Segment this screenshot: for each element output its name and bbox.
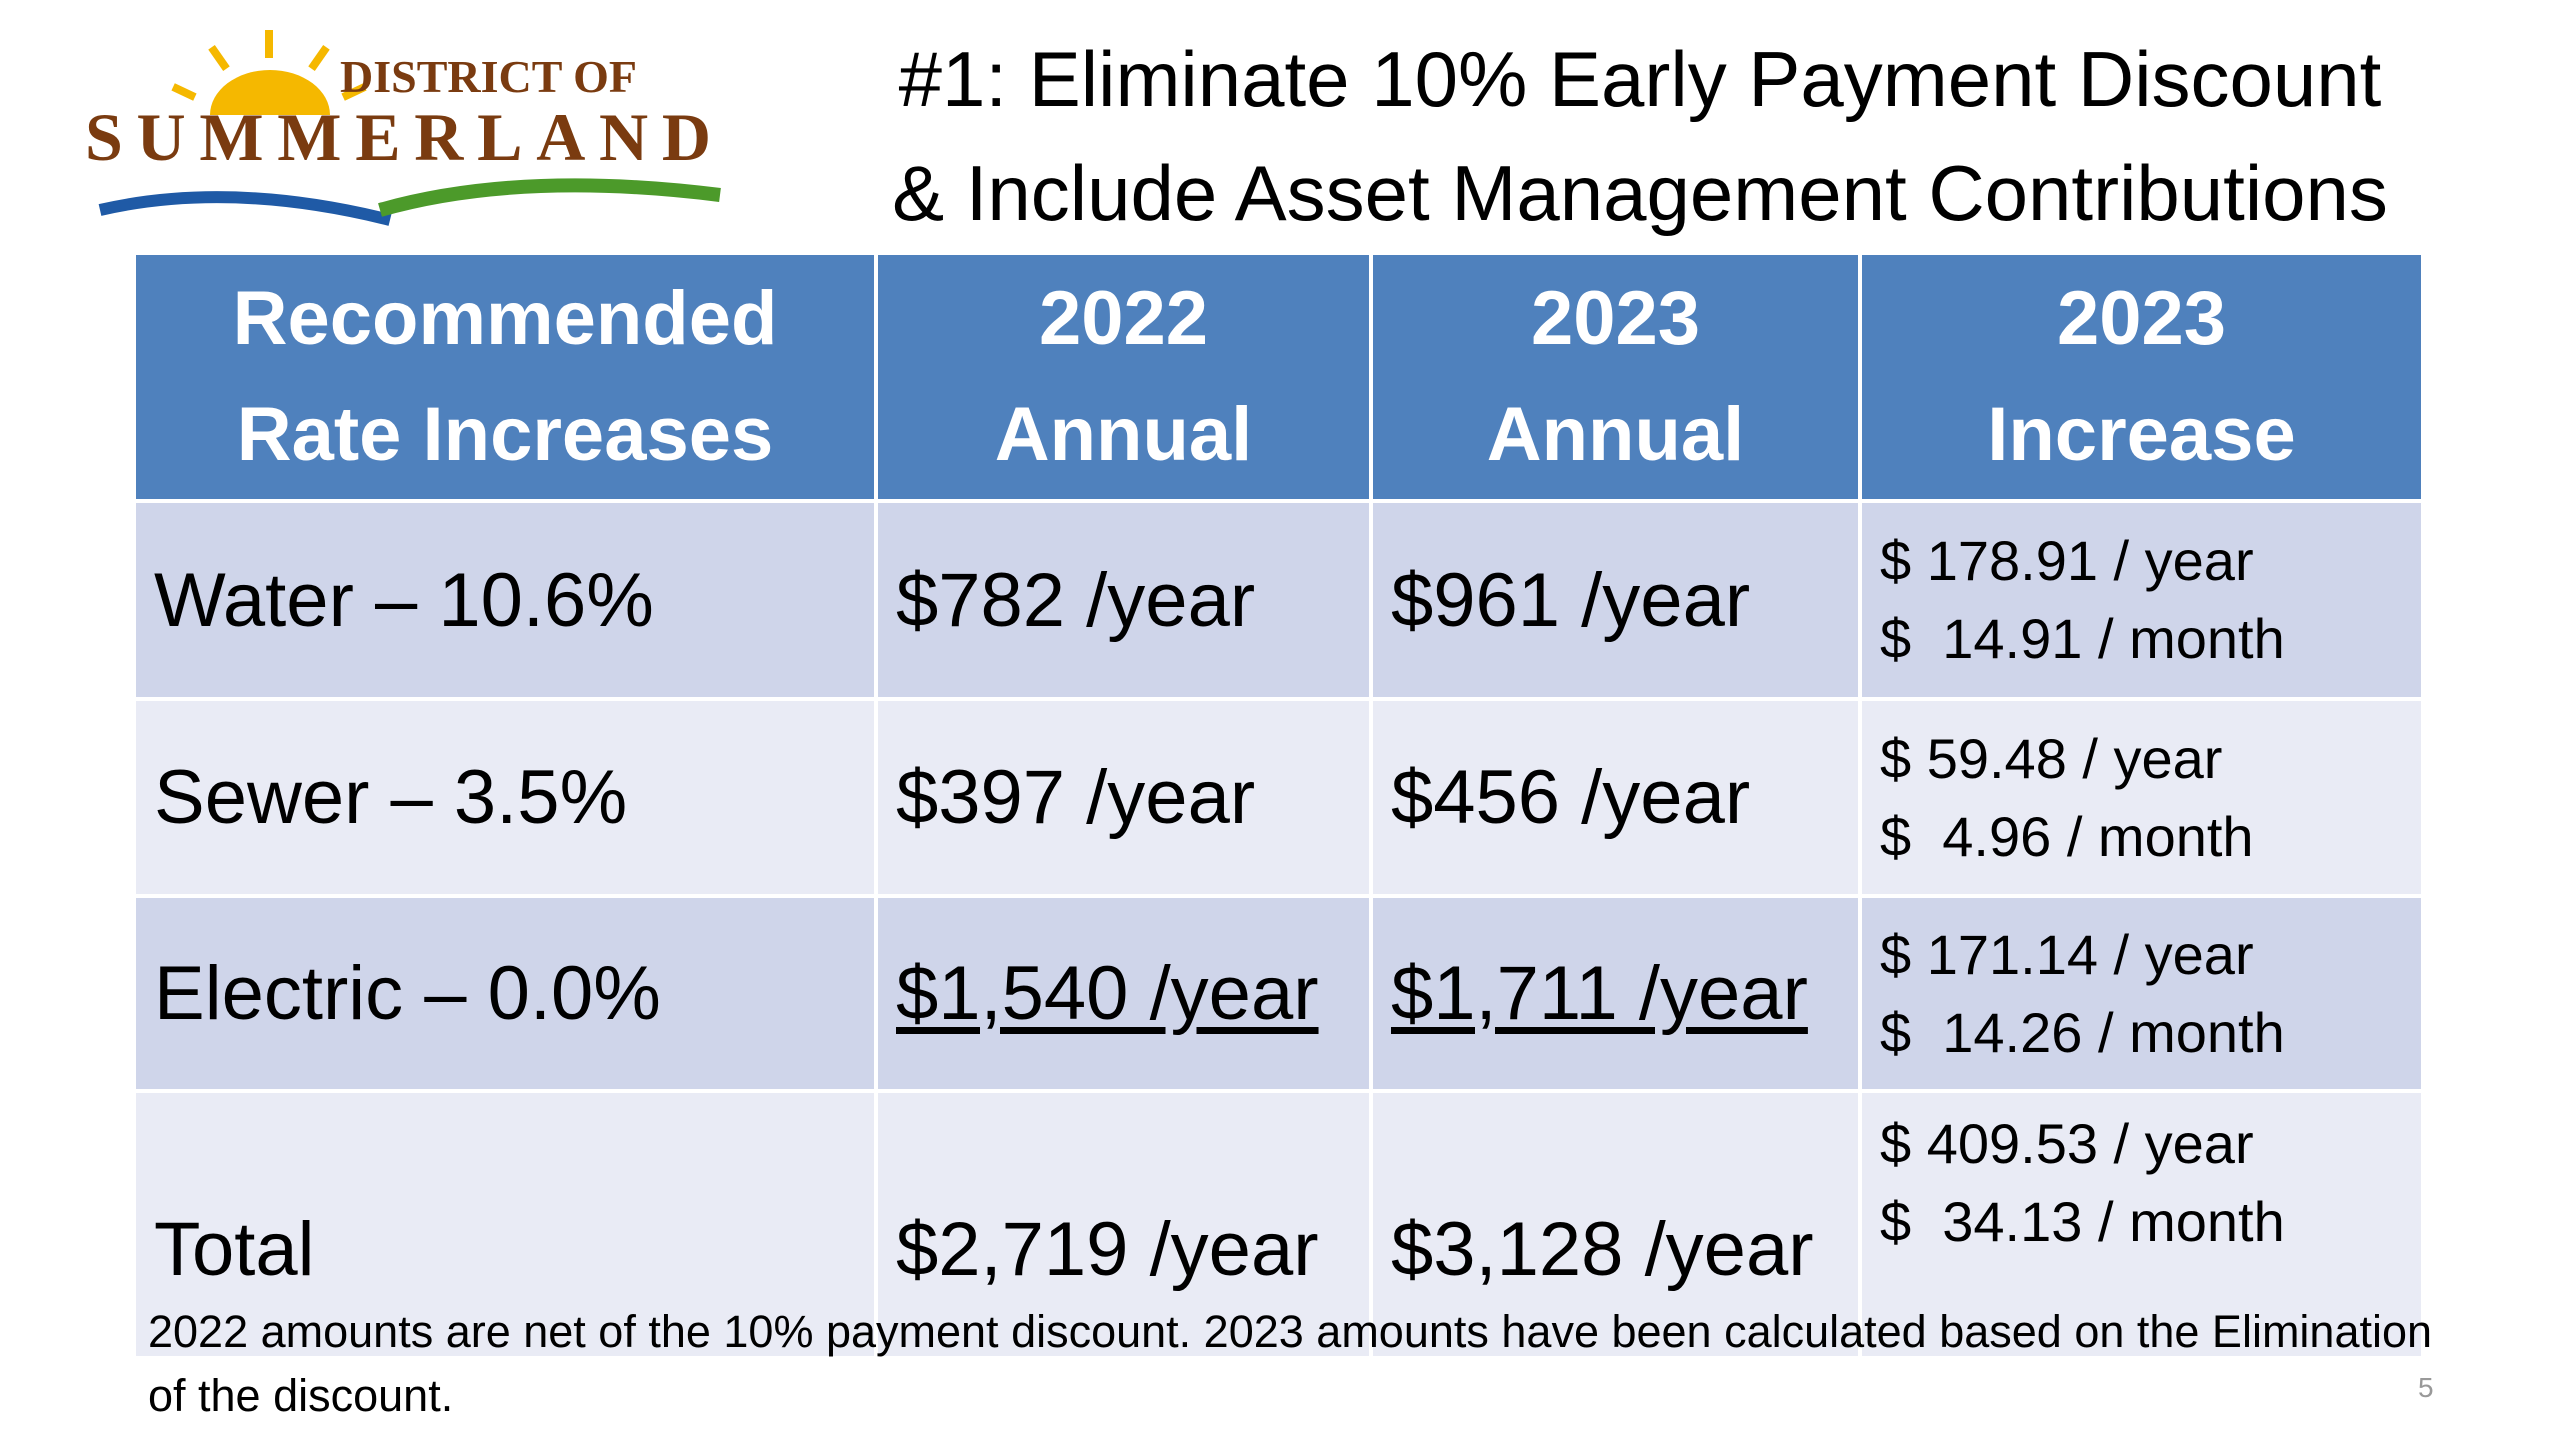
title: #1: Eliminate 10% Early Payment Discount…	[740, 22, 2540, 250]
logo-line2: SUMMERLAND	[85, 99, 720, 175]
row: Water – 10.6% $782 /year $961 /year $ 17…	[132, 499, 2425, 701]
header-text: Annual	[1486, 392, 1745, 477]
row: Total $2,719 /year $3,128 /year $ 409.53…	[132, 1089, 2425, 1360]
cell: $ 409.53 / year $ 34.13 / month	[1858, 1089, 2425, 1360]
cell: $397 /year	[874, 697, 1373, 898]
cell: $1,711 /year	[1369, 894, 1862, 1093]
header-cell: 2023 Annual	[1369, 251, 1862, 503]
title-line: #1: Eliminate 10% Early Payment Discount	[898, 35, 2382, 123]
row: Electric – 0.0% $1,540 /year $1,711 /yea…	[132, 894, 2425, 1093]
increase-line: $ 409.53 / year	[1880, 1112, 2254, 1175]
increase-line: $ 34.13 / month	[1880, 1190, 2285, 1253]
increase-line: $ 14.91 / month	[1880, 607, 2285, 670]
increase-line: $ 171.14 / year	[1880, 922, 2254, 986]
logo-wave	[98, 191, 392, 226]
cell: Water – 10.6%	[132, 499, 878, 701]
cell: $ 178.91 / year $ 14.91 / month	[1858, 499, 2425, 701]
increase-line: $ 178.91 / year	[1880, 529, 2254, 592]
cell: $3,128 /year	[1369, 1089, 1862, 1360]
logo-sun	[210, 70, 330, 115]
logo-ray	[208, 45, 230, 71]
cell: $1,540 /year	[874, 894, 1373, 1093]
cell: $782 /year	[874, 499, 1373, 701]
increase-line: $ 14.26 / month	[1880, 1000, 2285, 1064]
cell: $456 /year	[1369, 697, 1862, 898]
header-text: 2023	[1530, 276, 1701, 361]
logo-ray	[308, 45, 330, 71]
header-text: Annual	[994, 392, 1253, 477]
header-cell: 2023 Increase	[1858, 251, 2425, 503]
increase-line: $ 59.48 / year	[1880, 726, 2223, 790]
rate-table: Recommended Rate Increases 2022 Annual 202…	[132, 251, 2425, 1360]
page-number: 5	[2418, 1372, 2434, 1403]
header-row: Recommended Rate Increases 2022 Annual 202…	[132, 251, 2425, 503]
logo-ray	[265, 30, 273, 58]
cell-text: $1,711 /year	[1391, 951, 1808, 1036]
cell: $ 59.48 / year $ 4.96 / month	[1858, 697, 2425, 898]
logo-ray	[171, 83, 197, 101]
cell: Total	[132, 1089, 878, 1360]
cell: $2,719 /year	[874, 1089, 1373, 1360]
header-text: 2022	[1038, 276, 1209, 361]
header-text: Rate Increases	[236, 392, 774, 477]
title-line: & Include Asset Management Contributions	[892, 149, 2388, 237]
logo-line1: DISTRICT OF	[340, 51, 637, 102]
header-cell: 2022 Annual	[874, 251, 1373, 503]
logo: DISTRICT OF SUMMERLAND	[85, 30, 721, 226]
header-text: 2023	[2056, 276, 2227, 361]
cell: $ 171.14 / year $ 14.26 / month	[1858, 894, 2425, 1093]
footnote: 2022 amounts are net of the 10% payment …	[148, 1306, 2433, 1421]
cell: Sewer – 3.5%	[132, 697, 878, 898]
cell: $961 /year	[1369, 499, 1862, 701]
header-cell: Recommended Rate Increases	[132, 251, 878, 503]
cell: Electric – 0.0%	[132, 894, 878, 1093]
increase-line: $ 4.96 / month	[1880, 804, 2254, 868]
row: Sewer – 3.5% $397 /year $456 /year $ 59.…	[132, 697, 2425, 898]
logo-ray	[341, 83, 367, 101]
header-text: Increase	[1987, 392, 2296, 477]
header-text: Recommended	[232, 276, 778, 361]
logo-wave	[378, 178, 721, 217]
cell-text: $1,540 /year	[896, 951, 1319, 1036]
